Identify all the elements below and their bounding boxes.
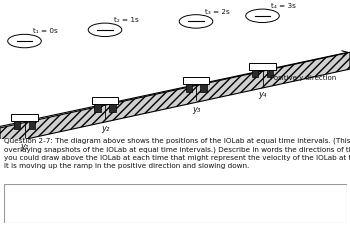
Bar: [14, 122, 20, 129]
Text: Positive y direction: Positive y direction: [270, 74, 336, 80]
Circle shape: [246, 10, 279, 23]
Bar: [252, 70, 258, 78]
Circle shape: [88, 24, 122, 37]
Text: t₃ = 2s: t₃ = 2s: [205, 9, 230, 15]
Bar: [200, 85, 206, 92]
Text: t₂ = 1s: t₂ = 1s: [114, 17, 139, 23]
Bar: [92, 97, 118, 104]
Text: t₄ = 3s: t₄ = 3s: [271, 3, 296, 9]
Text: Question 2-7: The diagram above shows the positions of the IOLab at equal time i: Question 2-7: The diagram above shows th…: [4, 137, 350, 168]
Text: t₁ = 0s: t₁ = 0s: [33, 28, 58, 34]
Text: y₂: y₂: [101, 124, 109, 133]
Bar: [94, 104, 101, 112]
Polygon shape: [0, 53, 350, 145]
Bar: [12, 115, 38, 122]
Text: y₃: y₃: [192, 104, 200, 113]
Bar: [183, 78, 209, 85]
Bar: [267, 70, 273, 78]
Text: y₁: y₁: [20, 141, 29, 150]
Bar: [109, 104, 116, 112]
Text: y₄: y₄: [258, 90, 267, 99]
Bar: [29, 122, 35, 129]
Circle shape: [8, 35, 41, 49]
Circle shape: [179, 16, 213, 29]
Bar: [186, 85, 192, 92]
Bar: [249, 63, 276, 70]
